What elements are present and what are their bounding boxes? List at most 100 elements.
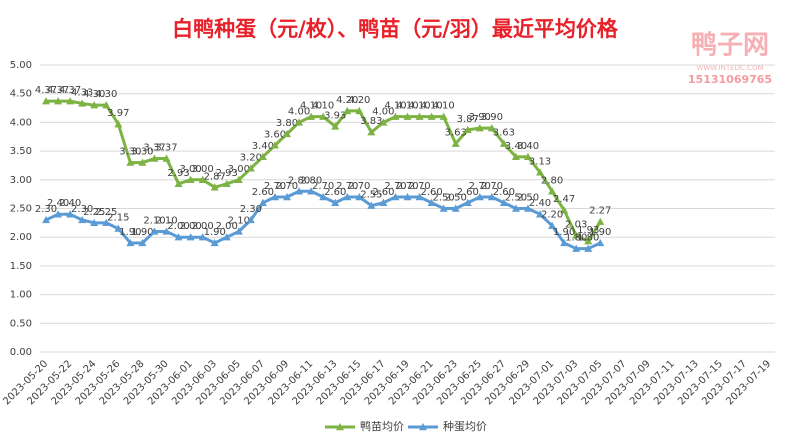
point-marker (475, 193, 484, 201)
data-label: 3.97 (107, 108, 129, 119)
y-tick-label: 2.50 (10, 204, 32, 215)
data-label: 3.20 (240, 152, 262, 163)
data-label: 4.10 (312, 101, 334, 112)
data-label: 2.20 (541, 210, 563, 221)
data-label: 2.40 (47, 198, 69, 209)
data-label: 2.70 (396, 181, 418, 192)
data-label: 2.70 (469, 181, 491, 192)
point-marker (487, 193, 496, 201)
data-label: 2.50 (505, 193, 527, 204)
data-label: 4.10 (300, 101, 322, 112)
data-label: 1.90 (589, 227, 611, 238)
data-label: 3.40 (252, 141, 274, 152)
point-marker (222, 179, 231, 188)
point-marker (379, 118, 388, 126)
data-label: 2.40 (59, 198, 81, 209)
point-marker (331, 198, 340, 206)
data-label: 3.00 (179, 164, 201, 175)
point-marker (162, 154, 171, 162)
data-label: 2.70 (348, 181, 370, 192)
point-marker (391, 112, 400, 120)
data-label: 2.60 (457, 187, 479, 198)
data-label: 2.30 (71, 204, 93, 215)
point-marker (572, 244, 581, 252)
point-marker (511, 152, 520, 161)
data-label: 3.83 (360, 116, 382, 127)
data-label: 1.90 (204, 227, 226, 238)
point-marker (258, 152, 267, 161)
point-marker (584, 244, 593, 252)
data-label: 4.33 (71, 87, 93, 98)
data-label: 1.90 (553, 227, 575, 238)
point-marker (475, 124, 484, 132)
point-marker (246, 164, 255, 172)
point-marker (42, 215, 51, 224)
data-label: 3.30 (119, 147, 141, 158)
data-label: 2.10 (143, 215, 165, 226)
point-marker (90, 101, 99, 109)
data-label: 3.40 (505, 141, 527, 152)
y-tick-label: 3.00 (10, 175, 32, 186)
point-marker (138, 238, 147, 247)
data-label: 1.80 (577, 233, 599, 244)
data-label: 3.90 (469, 112, 491, 123)
point-marker (560, 238, 569, 247)
data-label: 2.60 (420, 187, 442, 198)
point-marker (499, 198, 508, 206)
watermark-url: WWW.INTEDC.COM (696, 64, 763, 72)
point-marker (126, 238, 135, 247)
data-label: 2.10 (228, 215, 250, 226)
point-marker (355, 193, 364, 201)
point-marker (427, 112, 436, 120)
y-tick-label: 1.50 (10, 261, 32, 272)
data-label: 2.80 (288, 175, 310, 186)
point-marker (548, 221, 557, 229)
data-label: 4.10 (408, 101, 430, 112)
data-label: 1.90 (131, 227, 153, 238)
data-label: 2.70 (481, 181, 503, 192)
point-marker (283, 129, 292, 138)
point-marker (319, 112, 328, 120)
data-label: 3.37 (155, 143, 177, 154)
point-marker (78, 215, 87, 224)
watermark-name: 鸭子网 (691, 31, 769, 61)
data-label: 2.50 (517, 193, 539, 204)
data-label: 4.30 (95, 89, 117, 100)
point-marker (331, 122, 340, 130)
y-tick-label: 1.00 (10, 290, 32, 301)
point-marker (427, 198, 436, 206)
point-marker (174, 233, 183, 241)
data-label: 2.50 (433, 193, 455, 204)
point-marker (367, 201, 376, 209)
data-label: 1.93 (577, 225, 599, 236)
point-marker (234, 227, 243, 235)
point-marker (210, 183, 219, 191)
point-marker (355, 106, 364, 115)
point-marker (523, 204, 532, 212)
data-label: 4.37 (47, 85, 69, 96)
data-label: 2.00 (192, 221, 214, 232)
data-label: 4.00 (372, 106, 394, 117)
point-marker (523, 152, 532, 161)
point-marker (451, 204, 460, 212)
data-label: 3.63 (445, 128, 467, 139)
point-marker (463, 198, 472, 206)
data-label: 4.37 (35, 85, 57, 96)
point-marker (379, 198, 388, 206)
point-marker (403, 112, 412, 120)
point-marker (90, 218, 99, 227)
data-label: 4.20 (348, 95, 370, 106)
data-label: 2.93 (216, 168, 238, 179)
legend-marker (419, 423, 427, 431)
data-label: 1.80 (565, 233, 587, 244)
point-marker (162, 227, 171, 235)
data-label: 4.10 (420, 101, 442, 112)
data-label: 2.25 (95, 207, 117, 218)
point-marker (391, 193, 400, 201)
point-marker (66, 210, 75, 218)
point-marker (174, 179, 183, 188)
data-label: 4.10 (396, 101, 418, 112)
point-marker (415, 112, 424, 120)
point-marker (114, 120, 123, 128)
y-tick-label: 0.50 (10, 318, 32, 329)
